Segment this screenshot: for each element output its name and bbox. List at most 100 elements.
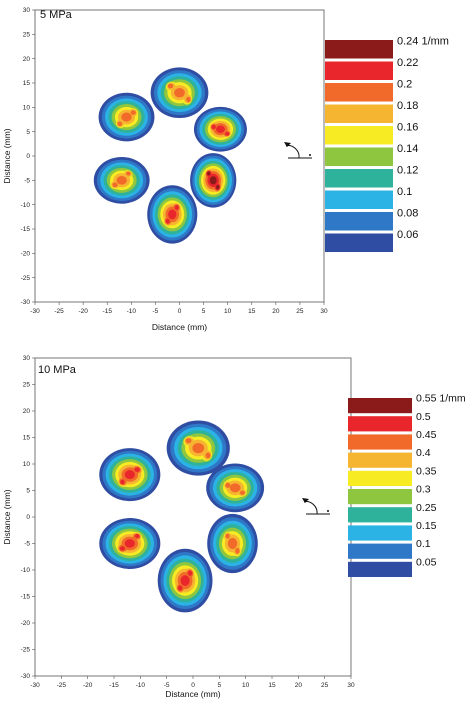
- y-tick-label: 15: [23, 435, 31, 442]
- colorbar-label: 0.1: [397, 186, 412, 198]
- heat-blob: [147, 185, 198, 244]
- colorbar-swatch: [348, 489, 412, 505]
- rotation-dot: [327, 510, 329, 512]
- x-tick-label: 0: [178, 308, 182, 315]
- y-tick-label: 5: [26, 488, 30, 495]
- heat-contour: [209, 176, 217, 185]
- colorbar-label: 0.16: [397, 121, 418, 133]
- y-axis-label: Distance (mm): [2, 128, 12, 183]
- x-tick-label: -25: [54, 308, 64, 315]
- y-tick-label: -10: [21, 202, 31, 209]
- heat-contour: [239, 490, 245, 495]
- colorbar-label: 0.05: [416, 556, 437, 568]
- x-tick-label: 20: [272, 308, 280, 315]
- rotation-arrow-icon: [302, 498, 330, 515]
- colorbar-swatch: [348, 434, 412, 450]
- y-tick-label: -15: [21, 594, 31, 601]
- colorbar-label: 0.1: [416, 538, 431, 550]
- colorbar-swatch: [348, 416, 412, 432]
- y-tick-label: 10: [23, 105, 31, 112]
- y-tick-label: -20: [21, 251, 31, 258]
- y-tick-label: -30: [21, 673, 31, 680]
- heat-contour: [124, 470, 135, 480]
- y-tick-label: -20: [21, 620, 31, 627]
- x-tick-label: -5: [153, 308, 159, 315]
- heat-contour: [227, 537, 238, 550]
- x-tick-label: 10: [242, 682, 250, 689]
- x-tick-label: 15: [248, 308, 256, 315]
- x-tick-label: -30: [30, 682, 40, 689]
- colorbar-swatch: [348, 452, 412, 468]
- heat-contour: [112, 182, 118, 188]
- colorbar-label: 0.06: [397, 229, 418, 241]
- heat-contour: [235, 547, 240, 554]
- heat-blob: [99, 448, 161, 502]
- y-tick-label: 5: [26, 129, 30, 136]
- colorbar-label: 0.15: [416, 520, 437, 532]
- heat-blob: [166, 420, 230, 476]
- heat-contour: [165, 218, 170, 224]
- x-axis-label: Distance (mm): [152, 322, 207, 332]
- heat-contour: [130, 110, 136, 115]
- heat-contour: [225, 533, 230, 539]
- heat-contour: [186, 96, 191, 103]
- colorbar-label: 0.2: [397, 78, 412, 90]
- x-tick-label: 30: [320, 308, 328, 315]
- colorbar: 0.55 1/mm 0.5 0.45 0.4 0.35 0.3 0.25 0.15 0.1 0.0…: [348, 393, 466, 577]
- chart-title: 5 MPa: [40, 9, 73, 21]
- colorbar-swatch: [325, 126, 393, 145]
- heat-contour: [216, 125, 225, 133]
- colorbar-label: 0.18: [397, 100, 418, 112]
- x-tick-label: -5: [164, 682, 170, 689]
- heat-contour: [216, 185, 220, 190]
- heat-contour: [119, 546, 126, 551]
- x-tick-label: -15: [103, 308, 113, 315]
- colorbar-swatch: [348, 507, 412, 523]
- heat-contour: [134, 534, 140, 539]
- heat-contour: [174, 88, 185, 98]
- colorbar-swatch: [348, 398, 412, 414]
- y-tick-label: 20: [23, 56, 31, 63]
- heat-contour: [211, 124, 216, 130]
- heat-contour: [174, 205, 179, 210]
- y-tick-label: 25: [23, 32, 31, 39]
- y-tick-label: -25: [21, 647, 31, 654]
- colorbar-swatch: [325, 83, 393, 102]
- colorbar-swatch: [348, 561, 412, 577]
- y-tick-label: 0: [26, 514, 30, 521]
- colorbar-label: 0.45: [416, 429, 437, 441]
- colorbar: 0.24 1/mm 0.22 0.2 0.18 0.16 0.14 0.12 0.1 0.08 0…: [325, 35, 449, 252]
- heat-blob: [206, 463, 265, 513]
- y-tick-label: 0: [26, 153, 30, 160]
- heat-contour: [124, 539, 135, 548]
- colorbar-swatch: [348, 543, 412, 559]
- heat-contour: [225, 482, 231, 488]
- x-tick-label: -10: [136, 682, 146, 689]
- y-tick-label: 25: [23, 382, 31, 389]
- colorbar-label: 0.55 1/mm: [416, 393, 466, 405]
- x-tick-label: -20: [83, 682, 93, 689]
- colorbar-swatch: [325, 104, 393, 123]
- chart-panel-2: -30 -25 -20 -15 -10 -5 0 5 10 15 20 25 30 -30 -25 -20 -1…: [2, 355, 466, 699]
- heat-contour: [126, 171, 131, 176]
- heat-blob: [157, 548, 213, 613]
- heat-contour: [117, 121, 123, 127]
- chart-panel-1: -30 -25 -20 -15 -10 -5 0 5 10 15 20 25 30 -30 -25 -20 -1…: [2, 7, 449, 332]
- colorbar-swatch: [325, 169, 393, 188]
- y-tick-label: -5: [24, 541, 30, 548]
- heat-contour: [134, 467, 140, 472]
- colorbar-swatch: [348, 470, 412, 486]
- colorbar-swatch: [348, 525, 412, 541]
- x-tick-label: 25: [321, 682, 329, 689]
- x-tick-label: 10: [224, 308, 232, 315]
- heat-contour: [180, 575, 190, 586]
- plot-area: [34, 357, 352, 677]
- y-tick-label: -30: [21, 299, 31, 306]
- colorbar-label: 0.08: [397, 207, 418, 219]
- heat-blob: [190, 153, 237, 208]
- heat-contour: [225, 131, 230, 136]
- y-tick-label: -5: [24, 178, 30, 185]
- heat-contour: [185, 438, 192, 444]
- heat-contour: [192, 442, 205, 454]
- x-tick-label: 20: [295, 682, 303, 689]
